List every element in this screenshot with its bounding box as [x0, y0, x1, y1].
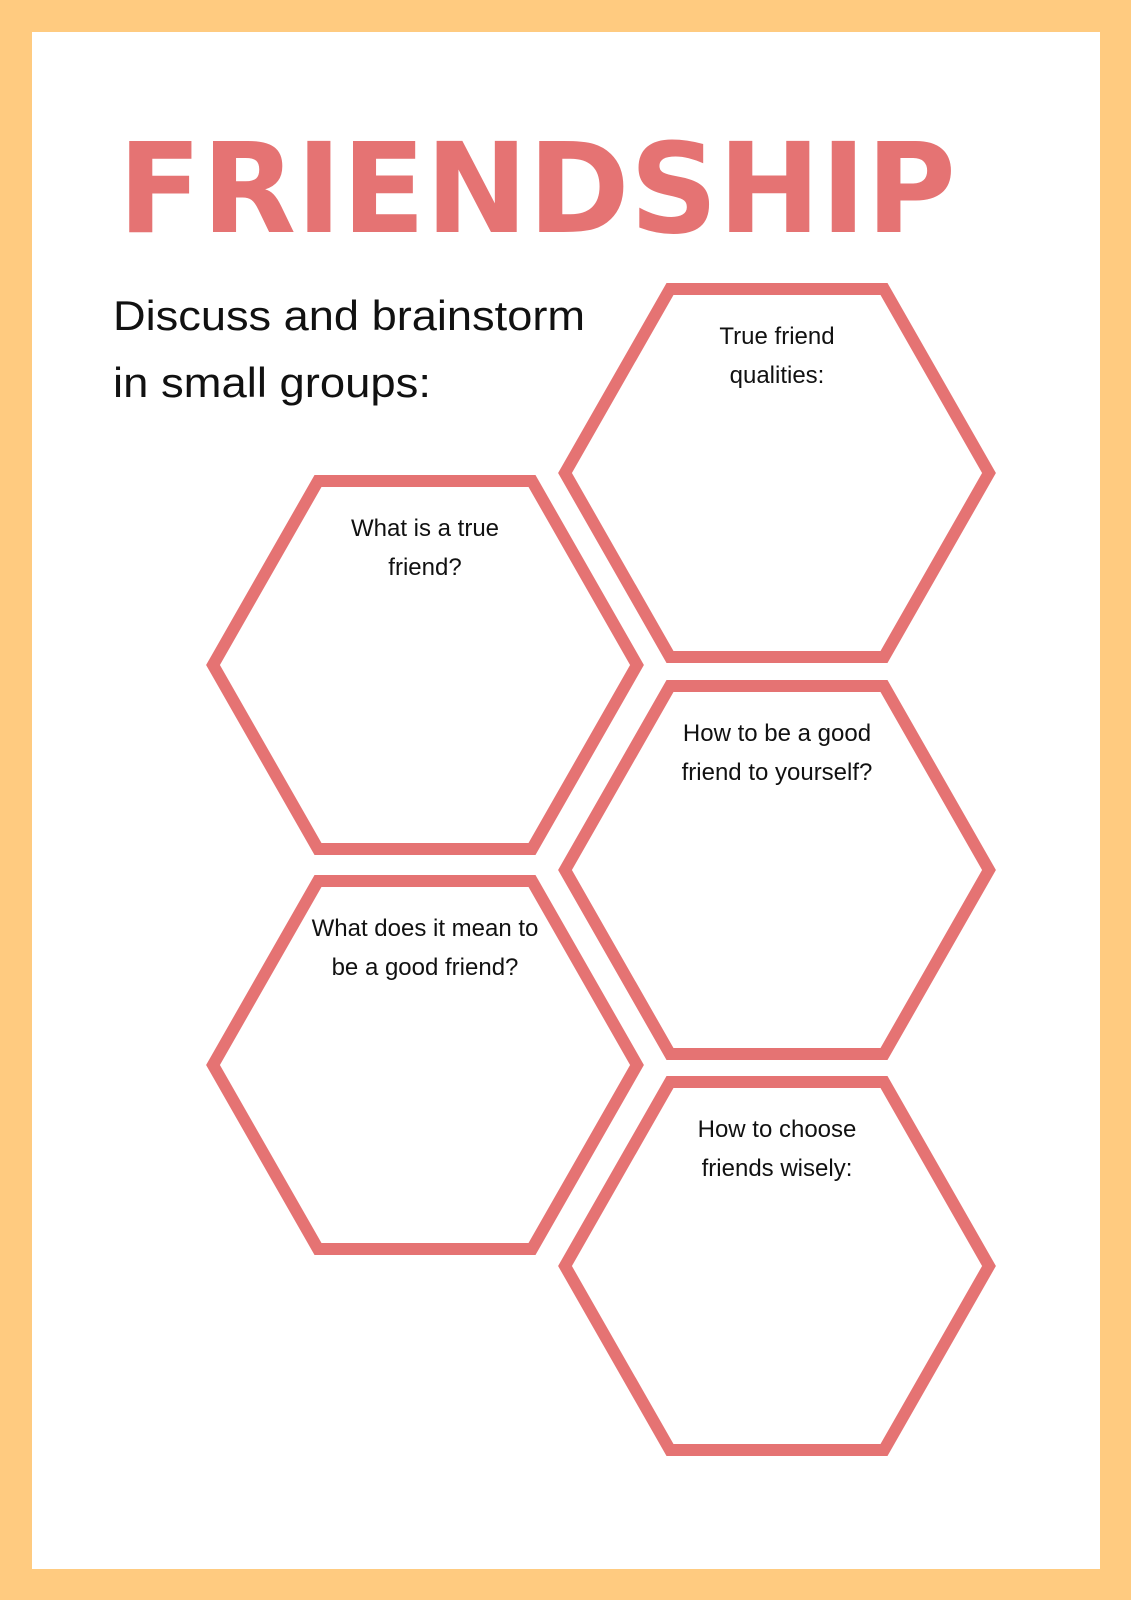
hexagon-box: What does it mean to be a good friend?	[206, 875, 644, 1255]
hexagon-outline	[558, 680, 996, 1060]
hexagon-label-2: be a good friend?	[332, 954, 519, 981]
subtitle-line-1: Discuss and brainstorm	[113, 292, 585, 339]
subtitle-line-2: in small groups:	[113, 359, 431, 406]
page-title: FRIENDSHIP	[118, 117, 956, 262]
hexagon-box: True friend qualities:	[558, 283, 996, 663]
hexagon-label-2: friend?	[388, 554, 461, 581]
hexagon-outline	[206, 475, 644, 855]
hexagon-label-2: friend to yourself?	[682, 759, 873, 786]
hexagon-box: What is a true friend?	[206, 475, 644, 855]
hexagon-outline	[558, 1076, 996, 1456]
hexagon-label-1: True friend	[719, 323, 834, 350]
hexagon-box: How to choose friends wisely:	[558, 1076, 996, 1456]
hexagon-outline	[206, 875, 644, 1255]
hexagon-label-1: How to choose	[698, 1116, 857, 1143]
hexagon-label-1: What does it mean to	[312, 915, 539, 942]
hexagon-label-1: How to be a good	[683, 720, 871, 747]
hexagon-box: How to be a good friend to yourself?	[558, 680, 996, 1060]
hexagon-label-1: What is a true	[351, 515, 499, 542]
hexagon-outline	[558, 283, 996, 663]
hexagon-label-2: friends wisely:	[702, 1155, 853, 1182]
hexagon-label-2: qualities:	[730, 362, 825, 389]
